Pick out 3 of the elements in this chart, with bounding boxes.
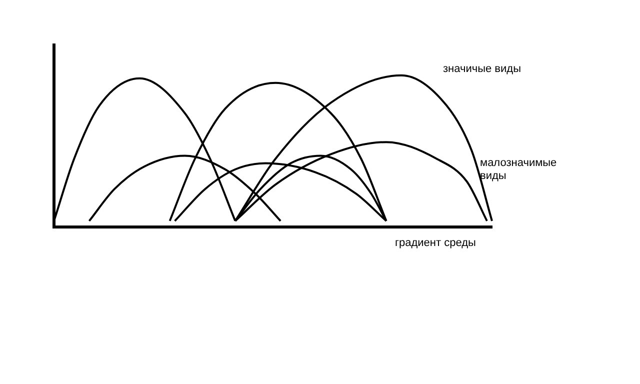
x-axis-title: градиент среды xyxy=(395,237,476,250)
text: значичые виды xyxy=(443,63,521,76)
annotation: малозначимые виды xyxy=(480,157,558,183)
